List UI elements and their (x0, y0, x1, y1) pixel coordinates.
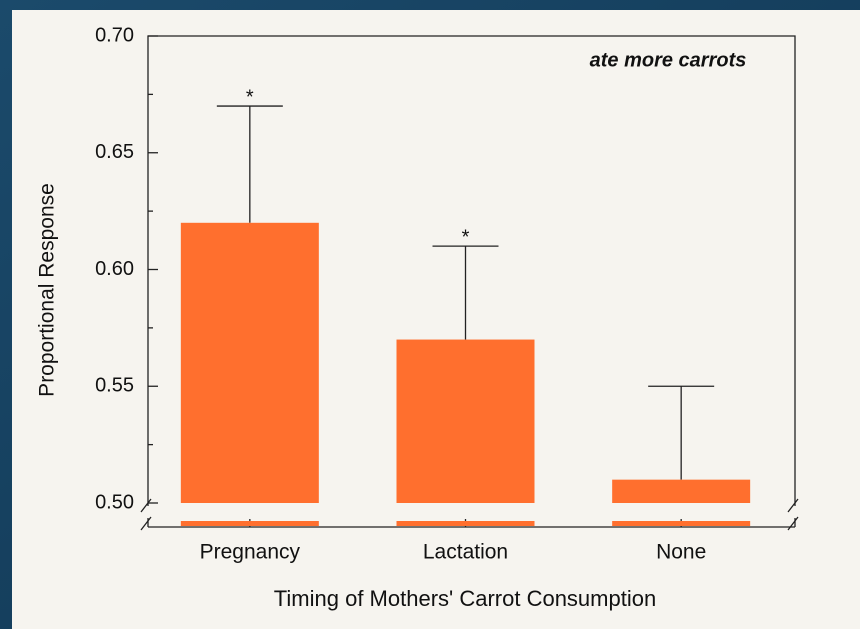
bar (396, 339, 535, 503)
bar-stub (180, 521, 319, 526)
axis-break (787, 498, 799, 513)
y-tick-label: 0.50 (95, 491, 134, 513)
axis-frame (147, 35, 796, 527)
bar (612, 479, 751, 503)
axis-break (140, 498, 152, 513)
annotation: ate more carrots (590, 49, 747, 71)
panel (12, 10, 860, 629)
x-axis-label: Timing of Mothers' Carrot Consumption (274, 586, 656, 611)
y-axis-label: Proportional Response (36, 183, 59, 397)
axis-break (140, 516, 152, 531)
x-tick-label: None (656, 541, 706, 564)
y-tick-label: 0.70 (95, 24, 134, 46)
bar-stub (612, 521, 751, 526)
y-tick-label: 0.65 (95, 141, 134, 163)
bar (180, 222, 319, 504)
x-tick-label: Lactation (423, 541, 508, 564)
significance-marker: * (462, 226, 470, 248)
x-tick-label: Pregnancy (200, 541, 301, 564)
y-tick-label: 0.55 (95, 375, 134, 397)
bar-stub (396, 521, 535, 526)
axis-break (787, 516, 799, 531)
significance-marker: * (246, 86, 254, 108)
y-tick-label: 0.60 (95, 258, 134, 280)
